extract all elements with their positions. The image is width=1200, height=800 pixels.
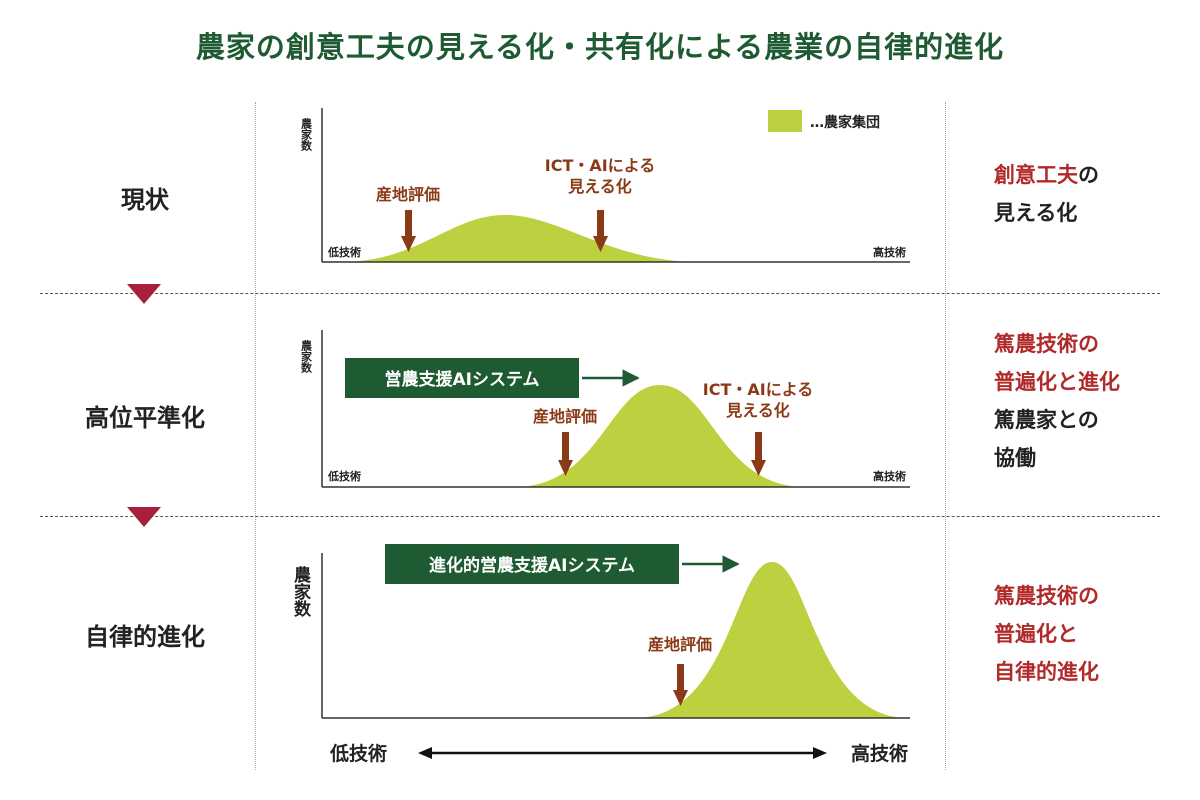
ai-system-label: 進化的営農支援AIシステム (429, 555, 635, 576)
x-axis-high-label: 高技術 (873, 469, 906, 483)
stage-arrow-down-icon (127, 507, 161, 527)
y-axis-label: 農家数 (290, 565, 311, 618)
column-divider-right (945, 102, 946, 770)
row-description-autonomous: 篤農技術の普遍化と自律的進化 (994, 577, 1099, 691)
ai-system-box (385, 544, 679, 584)
farmer-distribution-curve (340, 215, 700, 262)
bottom-axis-right-head-icon (813, 747, 827, 759)
marker-label-origin-eval: 産地評価 (533, 407, 597, 426)
description-text: 普遍化と進化 (994, 370, 1120, 394)
row-separator-2 (40, 516, 1160, 517)
marker-label-ict-ai: ICT・AIによる (545, 156, 655, 175)
x-axis-high-label: 高技術 (873, 245, 906, 259)
y-axis-label: 農家数 (300, 117, 313, 152)
row-description-current: 創意工夫の 見える化 (994, 156, 1099, 232)
description-line: 協働 (994, 439, 1120, 477)
x-axis-low-label: 低技術 (327, 245, 361, 259)
marker-label-visualization: 見える化 (725, 401, 790, 420)
description-line: 創意工夫の (994, 156, 1099, 194)
description-text: の (1078, 163, 1099, 187)
legend-swatch (768, 110, 802, 132)
row-label-autonomous: 自律的進化 (85, 623, 205, 651)
marker-arrow-icon (593, 210, 608, 252)
description-line: 篤農技術の (994, 325, 1120, 363)
bottom-axis-low-label: 低技術 (329, 742, 387, 765)
ai-system-label: 営農支援AIシステム (385, 369, 540, 390)
row-separator-1 (40, 293, 1160, 294)
row-label-leveling: 高位平準化 (85, 404, 205, 432)
page-title: 農家の創意工夫の見える化・共有化による農業の自律的進化 (195, 30, 1005, 64)
description-text: 協働 (994, 446, 1036, 470)
description-line: 自律的進化 (994, 653, 1099, 691)
marker-arrow-icon (558, 432, 573, 476)
description-text: 見える化 (994, 201, 1078, 225)
description-text: 普遍化と (994, 622, 1078, 646)
description-text: 篤農技術の (994, 332, 1099, 356)
description-line: 見える化 (994, 194, 1099, 232)
description-text: 篤農技術の (994, 584, 1099, 608)
x-axis-low-label: 低技術 (327, 469, 361, 483)
marker-arrow-icon (401, 210, 416, 252)
description-text: 自律的進化 (994, 660, 1099, 684)
row-label-current: 現状 (121, 186, 169, 214)
farmer-distribution-curve (635, 562, 908, 718)
marker-label-ict-ai: ICT・AIによる (703, 380, 813, 399)
bottom-axis-high-label: 高技術 (851, 742, 908, 765)
marker-arrow-icon (673, 664, 688, 706)
y-axis-label: 農家数 (300, 339, 313, 374)
description-line: 篤農家との (994, 401, 1120, 439)
description-line: 普遍化と (994, 615, 1099, 653)
marker-arrow-icon (751, 432, 766, 476)
row-description-leveling: 篤農技術の普遍化と進化 篤農家との協働 (994, 325, 1120, 477)
marker-label-origin-eval: 産地評価 (376, 185, 440, 204)
description-line: 篤農技術の (994, 577, 1099, 615)
marker-label-visualization: 見える化 (567, 177, 632, 196)
column-divider-left (255, 102, 256, 770)
legend-label: …農家集団 (810, 114, 880, 131)
description-text: 創意工夫 (994, 163, 1078, 187)
bottom-axis-left-head-icon (418, 747, 432, 759)
ai-system-box (345, 358, 579, 398)
farmer-distribution-curve (515, 385, 805, 487)
description-line: 普遍化と進化 (994, 363, 1120, 401)
marker-label-origin-eval: 産地評価 (648, 635, 712, 654)
stage-arrow-down-icon (127, 284, 161, 304)
description-text: 篤農家との (994, 408, 1099, 432)
